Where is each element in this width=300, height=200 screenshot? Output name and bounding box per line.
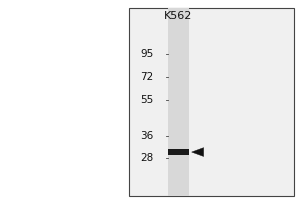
Bar bbox=[168, 8, 189, 196]
Text: K562: K562 bbox=[164, 11, 193, 21]
Bar bbox=[129, 8, 294, 196]
Polygon shape bbox=[192, 148, 204, 156]
Text: 28: 28 bbox=[140, 153, 154, 163]
Text: 95: 95 bbox=[140, 49, 154, 59]
Text: 55: 55 bbox=[140, 95, 154, 105]
Bar bbox=[168, 149, 189, 155]
Text: 36: 36 bbox=[140, 131, 154, 141]
Text: 72: 72 bbox=[140, 72, 154, 82]
